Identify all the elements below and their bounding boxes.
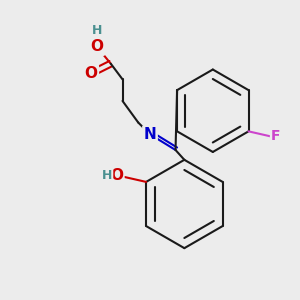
Text: O: O bbox=[85, 66, 98, 81]
Text: H: H bbox=[92, 24, 102, 37]
Text: F: F bbox=[271, 129, 281, 143]
Text: N: N bbox=[144, 127, 156, 142]
Text: H: H bbox=[102, 169, 112, 182]
Text: O: O bbox=[110, 167, 123, 182]
Text: O: O bbox=[91, 39, 103, 54]
